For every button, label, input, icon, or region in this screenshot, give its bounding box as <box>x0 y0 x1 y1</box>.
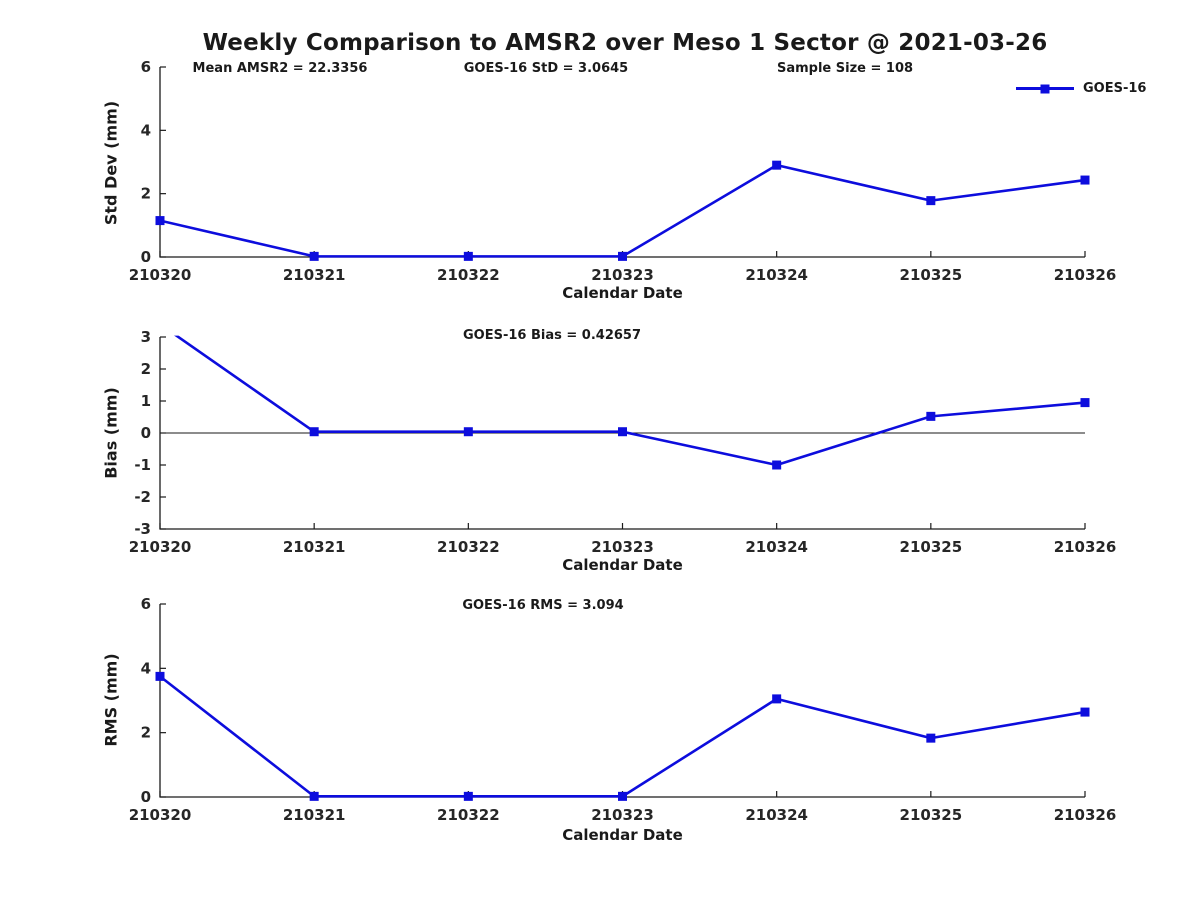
x-tick-label: 210321 <box>283 538 346 556</box>
x-tick-label: 210325 <box>900 806 963 824</box>
bias-annotation: GOES-16 Bias = 0.42657 <box>462 328 642 343</box>
y-tick-label: 1 <box>141 392 151 410</box>
data-point-marker <box>926 411 936 421</box>
axis-lines <box>159 337 1085 530</box>
legend: GOES-16 <box>1016 81 1146 96</box>
data-point-marker <box>926 196 936 206</box>
data-point-marker <box>1080 175 1090 185</box>
y-tick-label: 2 <box>141 724 151 742</box>
data-point-marker <box>155 216 165 226</box>
x-tick-label: 210320 <box>129 806 192 824</box>
y-tick-label: 0 <box>141 788 151 806</box>
data-point-marker <box>463 251 473 261</box>
stat-sample-size: Sample Size = 108 <box>776 61 914 76</box>
rms-y-axis-label: RMS (mm) <box>101 653 121 747</box>
x-tick-label: 210322 <box>437 266 500 284</box>
y-tick-label: 3 <box>141 328 151 346</box>
legend-label: GOES-16 <box>1083 81 1147 96</box>
y-tick-label: -2 <box>134 488 151 506</box>
y-tick-label: 0 <box>141 424 151 442</box>
x-tick-label: 210324 <box>745 538 808 556</box>
y-tick-label: 2 <box>141 360 151 378</box>
data-point-marker <box>155 671 165 681</box>
data-point-marker <box>618 427 627 437</box>
data-point-marker <box>1080 398 1090 408</box>
x-tick-label: 210323 <box>591 806 654 824</box>
data-point-marker <box>772 160 782 170</box>
x-tick-label: 210324 <box>745 806 808 824</box>
x-tick-label: 210323 <box>591 266 654 284</box>
bias-x-axis-label: Calendar Date <box>562 556 683 574</box>
axis-lines <box>159 604 1085 798</box>
x-tick-label: 210326 <box>1054 538 1117 556</box>
legend-square-marker-icon <box>1040 84 1050 93</box>
data-point-marker <box>309 791 319 801</box>
stat-goes16-std: GOES-16 StD = 3.0645 <box>463 61 629 76</box>
y-tick-label: 4 <box>141 121 151 139</box>
bias-series-line <box>174 335 1086 467</box>
x-tick-label: 210320 <box>129 538 192 556</box>
data-point-marker <box>772 460 782 470</box>
x-tick-label: 210325 <box>900 538 963 556</box>
x-tick-label: 210322 <box>437 806 500 824</box>
y-tick-label: -1 <box>134 456 151 474</box>
x-tick-label: 210326 <box>1054 266 1117 284</box>
data-point-marker <box>772 694 782 704</box>
std-dev-series-line <box>160 163 1086 258</box>
data-point-marker <box>309 427 319 437</box>
legend-line-sample <box>1016 84 1074 93</box>
rms-x-axis-label: Calendar Date <box>562 826 683 844</box>
data-point-marker <box>309 251 319 261</box>
x-tick-label: 210321 <box>283 806 346 824</box>
x-tick-label: 210323 <box>591 538 654 556</box>
stddev-y-axis-label: Std Dev (mm) <box>101 100 121 226</box>
x-tick-label: 210326 <box>1054 806 1117 824</box>
data-point-marker <box>618 251 627 261</box>
x-tick-label: 210324 <box>745 266 808 284</box>
data-point-marker <box>463 791 473 801</box>
data-point-marker <box>1080 707 1090 717</box>
x-tick-label: 210322 <box>437 538 500 556</box>
x-tick-label: 210325 <box>900 266 963 284</box>
x-tick-label: 210320 <box>129 266 192 284</box>
y-tick-label: 2 <box>141 185 151 203</box>
data-point-marker <box>463 427 473 437</box>
y-tick-label: 0 <box>141 248 151 266</box>
rms-series-line <box>160 675 1086 798</box>
y-tick-label: 6 <box>141 595 151 613</box>
rms-annotation: GOES-16 RMS = 3.094 <box>462 598 624 613</box>
figure-title: Weekly Comparison to AMSR2 over Meso 1 S… <box>202 30 1048 56</box>
y-tick-label: -3 <box>134 520 151 538</box>
bias-y-axis-label: Bias (mm) <box>101 387 121 479</box>
axis-lines <box>159 67 1085 258</box>
x-tick-label: 210321 <box>283 266 346 284</box>
data-point-marker <box>618 791 627 801</box>
data-point-marker <box>926 733 936 743</box>
stat-mean-amsr2: Mean AMSR2 = 22.3356 <box>192 61 368 76</box>
y-tick-label: 6 <box>141 58 151 76</box>
stddev-x-axis-label: Calendar Date <box>562 284 683 302</box>
y-tick-label: 4 <box>141 659 151 677</box>
